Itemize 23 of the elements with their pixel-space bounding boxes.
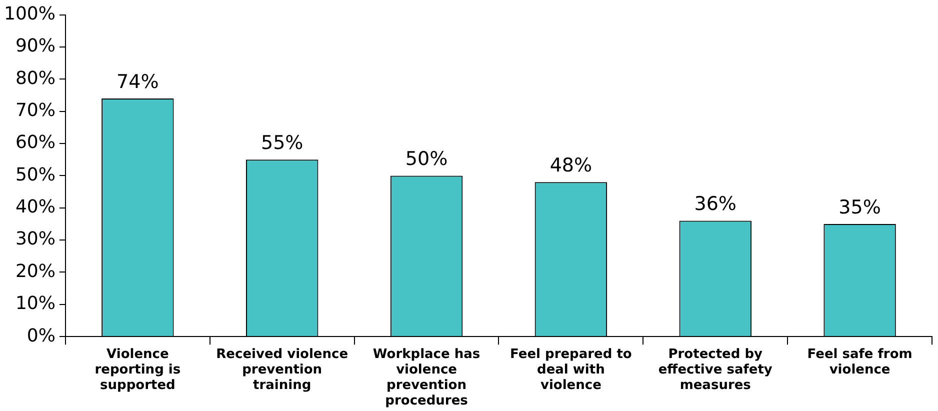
data-label: 50% — [405, 148, 448, 170]
y-tick-label: 10% — [15, 293, 56, 314]
y-tick-label: 0% — [26, 325, 56, 346]
y-tick-label: 50% — [15, 164, 56, 186]
data-label: 48% — [550, 154, 592, 177]
y-tick-label: 20% — [15, 260, 56, 282]
x-tick-label: Workplace has violence prevention procedures — [372, 346, 480, 409]
data-label: 55% — [260, 132, 304, 154]
data-label: 36% — [694, 193, 736, 216]
y-tick-label: 70% — [15, 100, 56, 122]
y-tick-label: 90% — [15, 36, 56, 57]
y-tick-label: 80% — [15, 68, 56, 89]
x-tick-label: Protected by effective safety measures — [658, 346, 773, 393]
x-tick-label: Feel prepared to deal with violence — [510, 346, 632, 393]
x-tick-label: Feel safe from violence — [807, 346, 912, 378]
y-tick-label: 40% — [15, 196, 56, 218]
y-tick-label: 30% — [15, 228, 56, 250]
y-tick-label: 100% — [4, 3, 56, 24]
data-label: 35% — [838, 196, 881, 218]
y-tick-label: 60% — [15, 132, 56, 154]
data-label: 74% — [116, 70, 159, 93]
x-tick-label: Violence reporting is supported — [94, 346, 181, 393]
x-tick-label: Received violence prevention training — [216, 346, 348, 393]
